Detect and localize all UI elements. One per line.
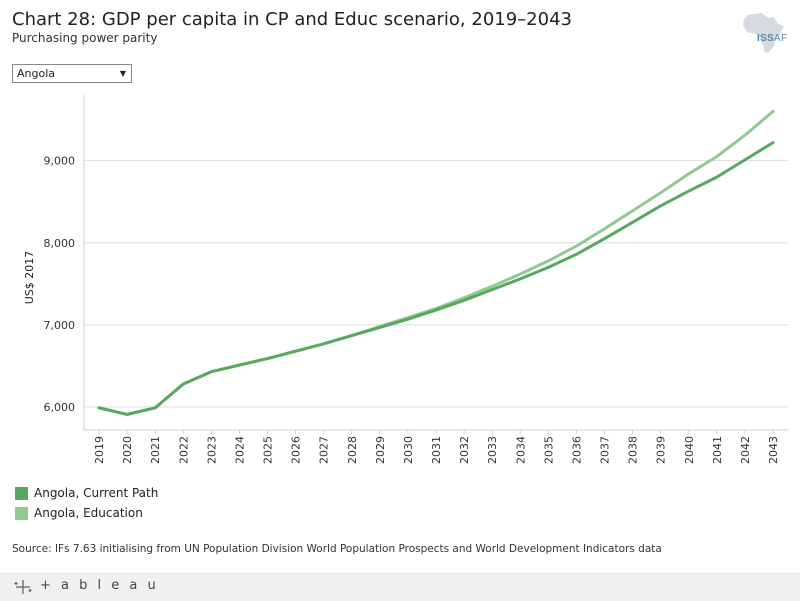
x-tick-label: 2037 <box>599 436 612 464</box>
country-dropdown[interactable]: Angola ▼ <box>12 64 132 83</box>
tableau-logo-icon[interactable] <box>12 579 34 595</box>
africa-map-icon <box>743 13 784 53</box>
caret-down-icon: ▼ <box>119 69 126 78</box>
x-tick-label: 2026 <box>290 436 303 464</box>
country-dropdown-value: Angola <box>17 67 56 80</box>
x-tick-label: 2028 <box>346 436 359 464</box>
x-tick-label: 2041 <box>711 436 724 464</box>
y-tick-label: 6,000 <box>44 401 76 414</box>
y-tick-label: 8,000 <box>44 237 76 250</box>
x-tick-label: 2024 <box>233 436 246 464</box>
x-tick-label: 2020 <box>121 436 134 464</box>
x-tick-label: 2030 <box>402 436 415 464</box>
x-tick-label: 2021 <box>149 436 162 464</box>
logo-text: ISS <box>757 33 775 44</box>
x-tick-label: 2042 <box>739 436 752 464</box>
y-tick-label: 9,000 <box>44 155 76 168</box>
x-tick-label: 2036 <box>570 436 583 464</box>
legend-label-current-path: Angola, Current Path <box>34 486 159 500</box>
chart-subtitle: Purchasing power parity <box>12 31 158 45</box>
tableau-footer: + a b l e a u <box>0 573 800 601</box>
x-tick-label: 2023 <box>205 436 218 464</box>
x-tick-label: 2032 <box>458 436 471 464</box>
line-chart: 6,000 7,000 8,000 9,000 US$ 2017 2019 2020 2021… <box>23 95 788 464</box>
tableau-wordmark: + a b l e a u <box>40 578 159 593</box>
y-axis-title: US$ 2017 <box>23 251 36 305</box>
x-tick-label: 2029 <box>374 436 387 464</box>
logo-suffix: AF <box>774 33 788 44</box>
series-line-current-path[interactable] <box>97 141 775 416</box>
x-tick-label: 2022 <box>177 436 190 464</box>
x-tick-label: 2039 <box>655 436 668 464</box>
legend-swatch-current-path <box>15 486 28 500</box>
chart-title: Chart 28: GDP per capita in CP and Educ … <box>12 9 572 30</box>
x-tick-label: 2019 <box>93 436 106 464</box>
x-tick-label: 2035 <box>542 436 555 464</box>
source-note: Source: IFs 7.63 initialising from UN Po… <box>12 543 662 555</box>
x-tick-label: 2040 <box>683 436 696 464</box>
x-tick-label: 2025 <box>262 436 275 464</box>
x-tick-label: 2033 <box>486 436 499 464</box>
legend: Angola, Current Path Angola, Education <box>15 483 158 523</box>
x-tick-label: 2043 <box>767 436 780 464</box>
legend-item-current-path[interactable]: Angola, Current Path <box>15 483 158 503</box>
series-line-education[interactable] <box>97 109 775 416</box>
legend-swatch-education <box>15 506 28 520</box>
x-tick-label: 2038 <box>627 436 640 464</box>
x-tick-label: 2031 <box>430 436 443 464</box>
x-tick-label: 2034 <box>514 436 527 464</box>
x-tick-label: 2027 <box>318 436 331 464</box>
legend-label-education: Angola, Education <box>34 506 143 520</box>
y-tick-label: 7,000 <box>44 319 76 332</box>
legend-item-education[interactable]: Angola, Education <box>15 503 158 523</box>
